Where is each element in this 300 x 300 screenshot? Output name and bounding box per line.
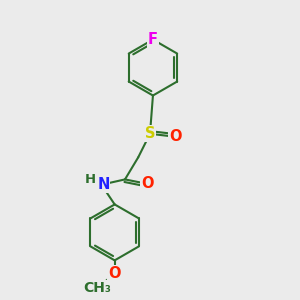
Text: N: N (97, 177, 110, 192)
Text: O: O (108, 266, 121, 281)
Text: F: F (148, 32, 158, 47)
Text: O: O (141, 176, 153, 191)
Text: H: H (85, 173, 96, 186)
Text: S: S (145, 126, 155, 141)
Text: CH₃: CH₃ (83, 281, 111, 295)
Text: O: O (169, 129, 181, 144)
